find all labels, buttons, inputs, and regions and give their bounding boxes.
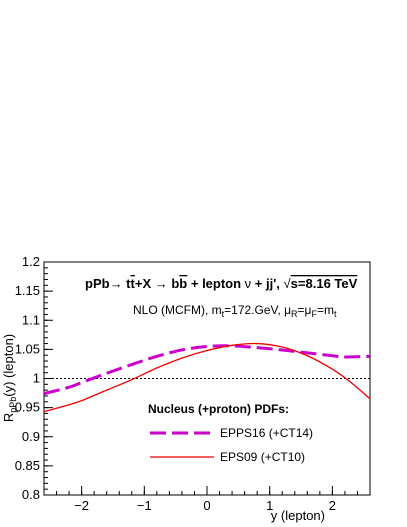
title-jj: + jj', (251, 276, 283, 291)
subtitle-a: NLO (MCFM), m (133, 303, 222, 317)
title-mid: +X (135, 276, 155, 291)
x-tick-label: −1 (137, 498, 152, 513)
subtitle-d: =m (317, 303, 334, 317)
y-tick-label: 1 (33, 371, 40, 386)
title-pre: pPb (85, 276, 110, 291)
ylabel-main: R (1, 413, 16, 422)
subtitle-b: =172.GeV, μ (224, 303, 291, 317)
subtitle-c: =μ (298, 303, 312, 317)
y-tick-label: 1.05 (15, 341, 40, 356)
title-post: + lepton (187, 276, 244, 291)
y-tick-label: 1.1 (22, 312, 40, 327)
title-arrow1: → t (110, 276, 132, 291)
chart-subtitle: NLO (MCFM), mt=172.GeV, μR=μF=mt (133, 303, 337, 319)
subtitle-d-sub: t (334, 309, 337, 319)
x-tick-label: −2 (74, 498, 89, 513)
title-nu: ν (245, 276, 252, 291)
title-arrow2: → b (155, 276, 180, 291)
x-axis-ticks: −2 −1 0 1 2 (43, 486, 371, 513)
y-axis-ticks: 0.8 0.85 0.9 0.95 1 1.05 1.1 1.15 1.2 (15, 254, 53, 502)
x-tick-label: 0 (203, 498, 210, 513)
y-tick-label: 0.95 (15, 400, 40, 415)
y-tick-label: 0.9 (22, 429, 40, 444)
legend-label-epps16: EPPS16 (+CT14) (220, 426, 313, 440)
title-bbar: b (179, 276, 187, 291)
ylabel-rest: (y) (lepton) (1, 334, 16, 397)
subtitle-b-sub: R (291, 309, 298, 319)
y-axis-title: RpPb(y) (lepton) (1, 334, 18, 422)
title-sqrt: √ (284, 276, 292, 291)
y-tick-label: 1.15 (15, 283, 40, 298)
legend-title: Nucleus (+proton) PDFs: (148, 402, 289, 416)
legend-label-eps09: EPS09 (+CT10) (220, 450, 305, 464)
series-eps09-line (43, 342, 371, 413)
series-epps16-line (43, 344, 371, 396)
x-axis-title: y (lepton) (271, 508, 325, 523)
title-tbar: t (131, 276, 136, 291)
title-s: s=8.16 TeV (291, 276, 358, 291)
x-tick-label: 2 (329, 498, 336, 513)
y-tick-label: 1.2 (22, 254, 40, 269)
chart-title: pPb→ tt+X → bb + lepton ν + jj', √s=8.16… (85, 276, 358, 291)
x-tick-label: 1 (266, 498, 273, 513)
subtitle-c-sub: F (311, 309, 317, 319)
y-tick-label: 0.8 (22, 487, 40, 502)
ylabel-sub: pPb (8, 397, 18, 413)
y-tick-label: 0.85 (15, 458, 40, 473)
subtitle-a-sub: t (222, 309, 225, 319)
